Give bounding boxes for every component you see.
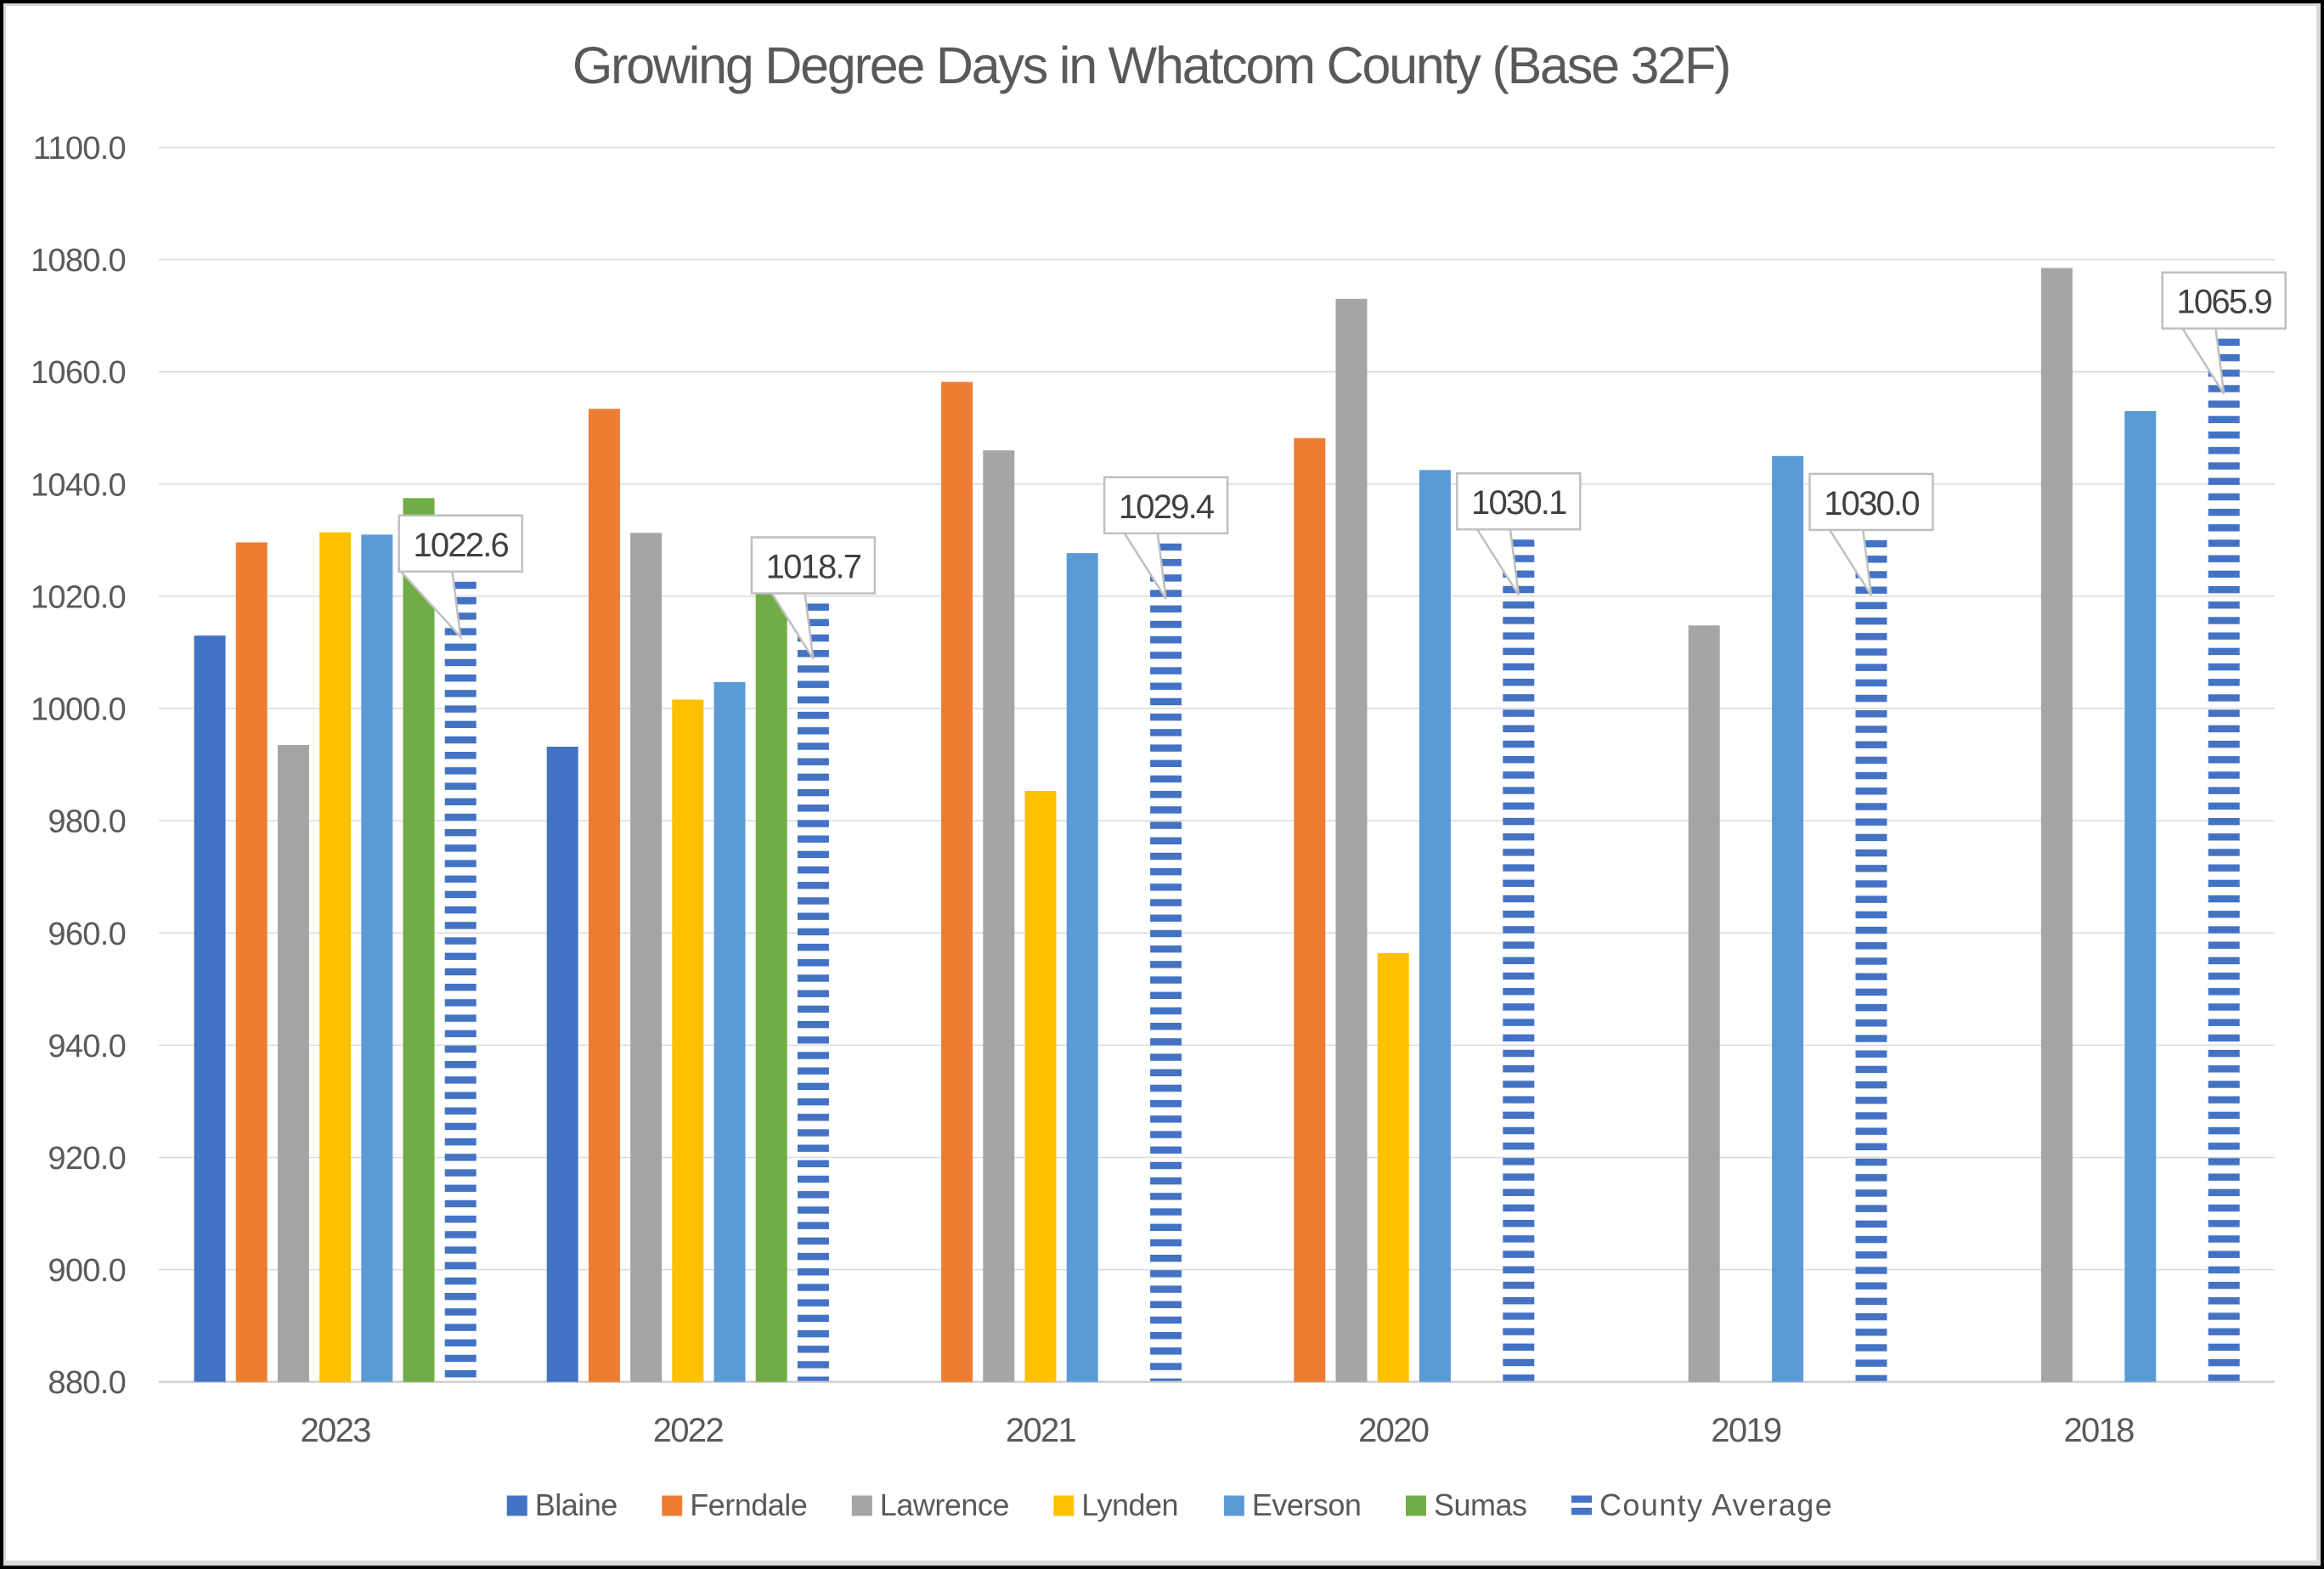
svg-text:1100.0: 1100.0 [33, 131, 126, 166]
svg-text:880.0: 880.0 [48, 1365, 126, 1401]
svg-text:1030.1: 1030.1 [1471, 484, 1566, 522]
svg-text:Ferndale: Ferndale [690, 1487, 807, 1522]
svg-text:980.0: 980.0 [48, 804, 126, 840]
svg-text:1029.4: 1029.4 [1119, 488, 1215, 526]
svg-text:1022.6: 1022.6 [413, 527, 508, 564]
svg-text:960.0: 960.0 [48, 917, 126, 952]
svg-text:1020.0: 1020.0 [31, 579, 126, 615]
svg-text:Lynden: Lynden [1081, 1487, 1178, 1522]
svg-text:900.0: 900.0 [48, 1253, 126, 1289]
svg-text:1030.0: 1030.0 [1824, 485, 1919, 522]
svg-text:1040.0: 1040.0 [31, 467, 126, 503]
svg-text:2023: 2023 [301, 1412, 371, 1449]
svg-text:2021: 2021 [1006, 1412, 1076, 1449]
svg-text:1000.0: 1000.0 [31, 692, 126, 728]
svg-text:2022: 2022 [653, 1412, 724, 1449]
svg-text:1065.9: 1065.9 [2176, 284, 2271, 321]
svg-text:Lawrence: Lawrence [880, 1487, 1009, 1522]
svg-text:1018.7: 1018.7 [766, 549, 861, 586]
svg-text:Growing Degree Days in Whatcom: Growing Degree Days in Whatcom County (B… [573, 37, 1729, 94]
svg-text:1060.0: 1060.0 [31, 355, 126, 391]
svg-text:920.0: 920.0 [48, 1141, 126, 1177]
svg-text:2018: 2018 [2064, 1412, 2135, 1449]
svg-text:2020: 2020 [1358, 1412, 1429, 1449]
svg-text:Blaine: Blaine [535, 1487, 618, 1522]
svg-text:County Average: County Average [1599, 1487, 1833, 1522]
svg-text:940.0: 940.0 [48, 1029, 126, 1064]
svg-text:1080.0: 1080.0 [31, 243, 126, 279]
svg-text:Everson: Everson [1252, 1487, 1362, 1522]
svg-text:Sumas: Sumas [1434, 1487, 1527, 1522]
svg-text:2019: 2019 [1711, 1412, 1781, 1449]
